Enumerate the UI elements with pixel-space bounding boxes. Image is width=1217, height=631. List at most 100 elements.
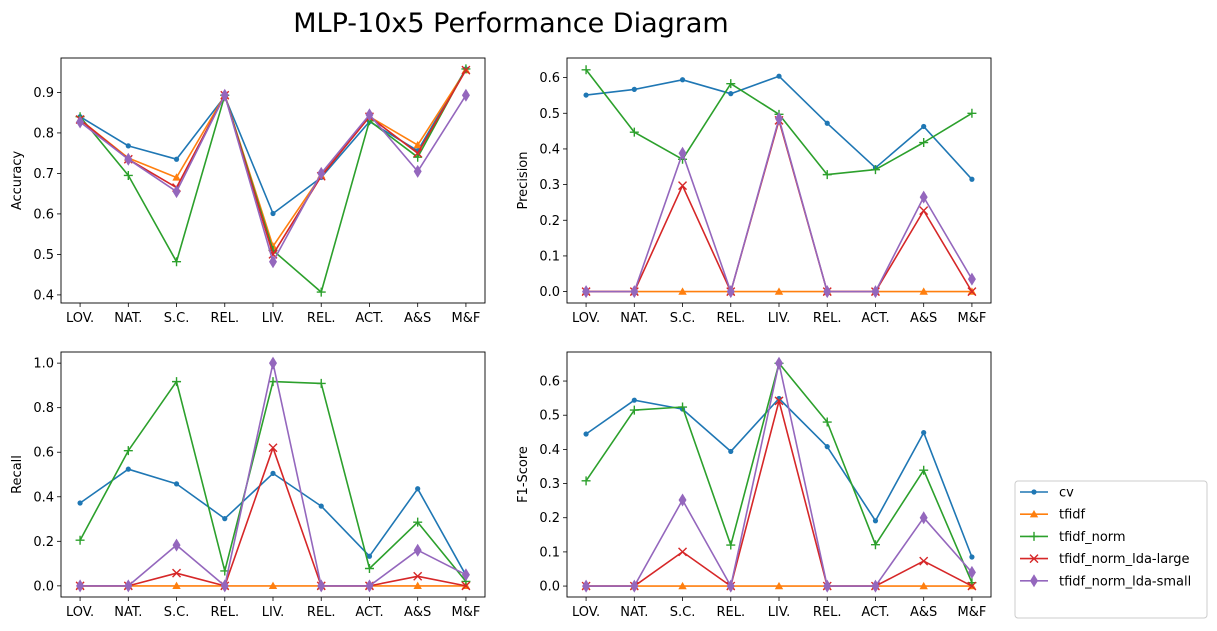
data-point xyxy=(413,140,422,149)
x-tick-label: LOV. xyxy=(66,311,94,326)
data-point xyxy=(413,543,422,557)
data-point xyxy=(222,516,228,522)
data-point xyxy=(919,190,928,204)
data-point xyxy=(919,287,928,295)
x-tick-label: M&F xyxy=(451,311,480,326)
data-point xyxy=(172,185,181,199)
data-point xyxy=(919,556,929,566)
data-point xyxy=(967,108,977,118)
plot-frame xyxy=(566,351,992,598)
data-point xyxy=(871,285,880,299)
data-point xyxy=(775,112,783,126)
data-point xyxy=(172,581,181,590)
data-point xyxy=(317,166,326,180)
y-axis-label: Recall xyxy=(10,455,25,494)
legend-label: tfidf_norm xyxy=(1059,530,1126,545)
y-tick-label: 0.0 xyxy=(539,285,560,300)
data-point xyxy=(172,538,181,552)
x-tick-label: REL. xyxy=(307,605,336,620)
data-point xyxy=(631,397,637,403)
x-tick-label: A&S xyxy=(404,311,431,326)
x-tick-label: A&S xyxy=(910,605,937,620)
y-tick-label: 0.6 xyxy=(33,207,54,222)
x-tick-label: M&F xyxy=(957,311,986,326)
data-point xyxy=(824,444,830,450)
data-point xyxy=(629,127,639,137)
chart-panel-precision: 0.0 0.1 0.2 0.3 0.4 0.5 0.6 LOV. NAT. S.C. REL. LIV… xyxy=(516,57,992,326)
series-tfidf-norm-lda-small xyxy=(76,88,470,269)
x-tick-label: S.C. xyxy=(164,605,190,620)
data-point xyxy=(172,568,182,578)
data-point xyxy=(124,579,133,593)
x-tick-label: REL. xyxy=(813,605,842,620)
data-point xyxy=(629,405,639,415)
y-tick-label: 0.6 xyxy=(539,375,560,390)
data-point xyxy=(172,257,182,267)
data-point xyxy=(220,579,229,593)
data-point xyxy=(776,73,782,79)
x-tick-label: REL. xyxy=(307,311,336,326)
series-line xyxy=(79,69,467,248)
x-tick-label: LIV. xyxy=(262,311,284,326)
data-point xyxy=(824,120,830,126)
x-tick-label: NAT. xyxy=(620,605,648,620)
data-point xyxy=(726,579,735,593)
data-point xyxy=(582,579,591,593)
y-tick-label: 0.0 xyxy=(539,580,560,595)
data-point xyxy=(678,402,688,412)
data-point xyxy=(774,287,784,295)
y-tick-label: 0.9 xyxy=(33,86,54,101)
x-tick-label: LOV. xyxy=(572,605,600,620)
series-tfidf xyxy=(581,581,977,590)
series-tfidf-norm-lda-small xyxy=(582,112,976,299)
y-tick-label: 0.5 xyxy=(539,409,560,424)
x-tick-label: A&S xyxy=(910,311,937,326)
data-point xyxy=(582,285,591,299)
data-point xyxy=(269,356,277,370)
chart-panel-accuracy: 0.4 0.5 0.6 0.7 0.8 0.9 LOV. NAT. S.C. REL. LIV. RE… xyxy=(10,57,486,326)
series-tfidf-norm-lda-large xyxy=(75,443,471,591)
x-tick-label: NAT. xyxy=(114,605,142,620)
y-tick-label: 0.7 xyxy=(33,167,54,182)
y-tick-label: 0.8 xyxy=(33,126,54,141)
data-point xyxy=(125,466,131,472)
data-point xyxy=(317,579,326,593)
legend-entry: tfidf_norm xyxy=(1020,530,1126,545)
y-tick-label: 0.3 xyxy=(539,178,560,193)
data-point xyxy=(919,511,928,525)
x-tick-label: REL. xyxy=(210,605,239,620)
series-line xyxy=(79,468,467,576)
legend-entry: cv xyxy=(1020,486,1074,501)
x-tick-label: NAT. xyxy=(620,311,648,326)
data-point xyxy=(413,148,423,158)
legend-marker xyxy=(1029,554,1039,564)
chart-panels: 0.4 0.5 0.6 0.7 0.8 0.9 LOV. NAT. S.C. REL. LIV. RE… xyxy=(10,57,992,620)
y-tick-label: 0.3 xyxy=(539,477,560,492)
y-tick-label: 0.1 xyxy=(539,249,560,264)
data-point xyxy=(728,91,734,97)
data-point xyxy=(726,540,736,550)
series-tfidf-norm xyxy=(581,358,977,588)
data-point xyxy=(678,287,687,295)
x-tick-label: A&S xyxy=(404,605,431,620)
x-tick-label: LIV. xyxy=(768,605,790,620)
y-tick-label: 0.0 xyxy=(33,579,54,594)
y-tick-label: 0.5 xyxy=(539,107,560,122)
x-tick-label: LIV. xyxy=(262,605,284,620)
y-tick-label: 0.4 xyxy=(33,490,54,505)
data-point xyxy=(365,579,374,593)
x-tick-label: ACT. xyxy=(355,605,383,620)
data-point xyxy=(413,571,423,581)
chart-panel-recall: 0.0 0.2 0.4 0.6 0.8 1.0 LOV. NAT. S.C. REL. LIV. RE… xyxy=(10,351,486,620)
series-cv xyxy=(583,73,975,182)
x-tick-label: ACT. xyxy=(861,605,889,620)
data-point xyxy=(967,287,977,297)
series-tfidf-norm-lda-small xyxy=(76,356,470,593)
series-tfidf xyxy=(75,65,471,250)
x-tick-label: M&F xyxy=(957,605,986,620)
data-point xyxy=(76,579,85,593)
y-tick-label: 0.6 xyxy=(539,71,560,86)
data-point xyxy=(318,503,324,509)
data-point xyxy=(316,378,326,388)
figure-title: MLP-10x5 Performance Diagram xyxy=(293,8,728,39)
